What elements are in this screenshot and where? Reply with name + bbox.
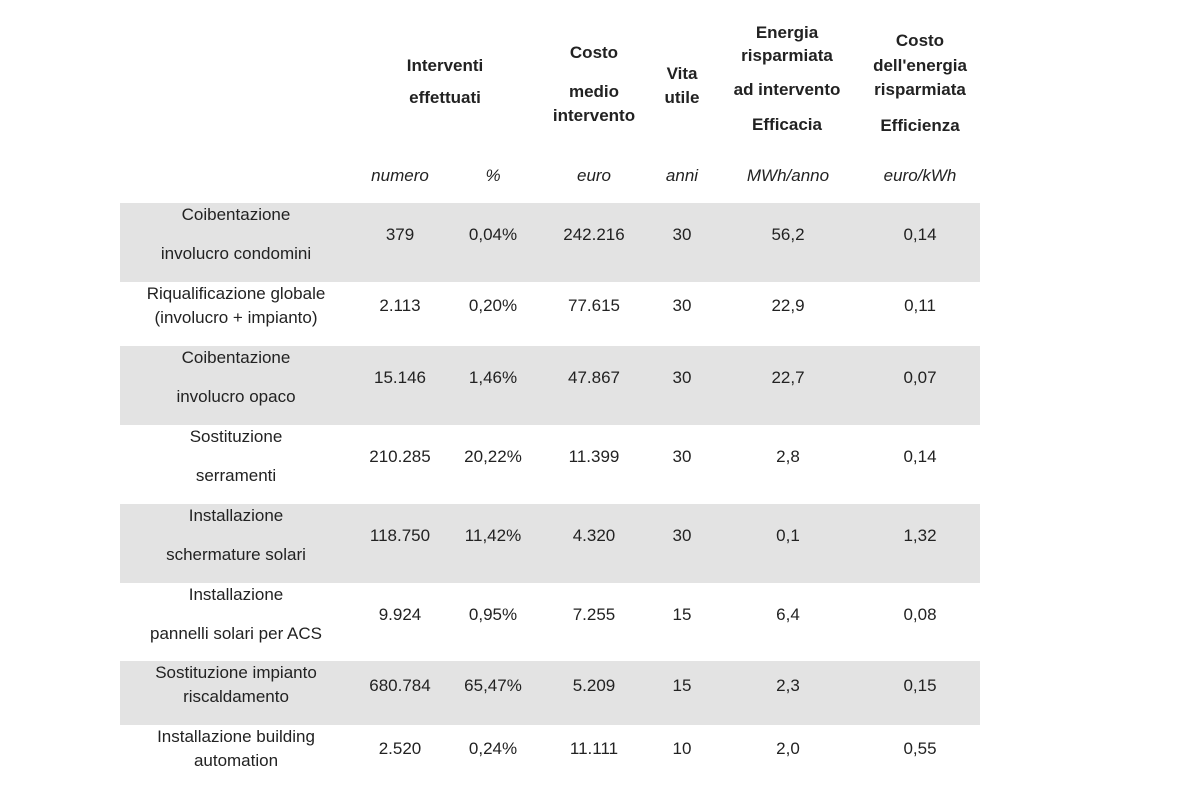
cell-numero: 680.784 — [369, 676, 431, 695]
cell-efficienza: 0,14 — [903, 225, 937, 244]
header-costo-energia: Costo dell'energia risparmiata Efficienz… — [855, 31, 985, 136]
cell-energia: 22,7 — [771, 368, 805, 387]
cell-percent: 65,47% — [464, 676, 522, 695]
cell-energia: 22,9 — [771, 296, 805, 315]
cell-energia: 0,1 — [776, 526, 800, 545]
header-energia: Energia risparmiata ad intervento Effica… — [712, 23, 862, 135]
cell-efficienza: 0,08 — [903, 605, 937, 624]
header-costo-line3: intervento — [552, 106, 636, 125]
cell-costo: 77.615 — [568, 296, 620, 315]
header-costo-line2: medio — [568, 82, 620, 101]
cell-vita: 30 — [672, 526, 692, 545]
header-energia-line2: risparmiata — [741, 46, 833, 65]
cell-efficienza: 0,11 — [904, 296, 936, 315]
unit-percent: % — [485, 166, 501, 185]
header-vita-line2: utile — [664, 88, 700, 107]
cell-costo: 7.255 — [572, 605, 616, 624]
cell-numero: 9.924 — [378, 605, 422, 624]
cell-numero: 2.113 — [379, 296, 421, 315]
cell-costo: 11.399 — [568, 447, 620, 466]
unit-numero: numero — [371, 166, 429, 185]
cell-energia: 56,2 — [771, 225, 805, 244]
table-row: Coibentazione involucro condomini 379 0,… — [120, 203, 980, 282]
unit-anni: anni — [665, 166, 699, 185]
row-label: Sostituzione serramenti — [189, 427, 283, 485]
cell-percent: 0,95% — [468, 605, 518, 624]
header-costo-line1: Costo — [569, 43, 619, 62]
cell-numero: 210.285 — [369, 447, 431, 466]
cell-efficienza: 0,14 — [903, 447, 937, 466]
row-label: Sostituzione impianto riscaldamento — [155, 663, 317, 706]
header-interventi-line1: Interventi — [406, 56, 484, 75]
header-efficienza: Efficienza — [880, 116, 960, 135]
cell-costo: 11.111 — [569, 739, 619, 758]
header-costo-medio: Costo medio intervento — [534, 43, 654, 126]
cell-percent: 0,04% — [468, 225, 518, 244]
cell-numero: 118.750 — [369, 526, 431, 545]
cell-energia: 2,8 — [776, 447, 800, 466]
cell-numero: 379 — [385, 225, 415, 244]
header-vita-line1: Vita — [666, 64, 698, 83]
cell-costo: 5.209 — [572, 676, 616, 695]
unit-euro: euro — [576, 166, 612, 185]
row-label: Coibentazione involucro opaco — [176, 348, 296, 406]
cell-vita: 30 — [672, 368, 692, 387]
row-band-5 — [120, 504, 980, 583]
row-label: Riqualificazione globale (involucro + im… — [146, 284, 326, 327]
cell-energia: 2,0 — [776, 739, 800, 758]
table-row: Installazione pannelli solari per ACS 9.… — [120, 583, 980, 661]
cell-efficienza: 0,07 — [903, 368, 937, 387]
cell-efficienza: 1,32 — [903, 526, 937, 545]
header-interventi-line2: effettuati — [409, 88, 481, 107]
cell-vita: 15 — [672, 605, 692, 624]
row-label: Installazione schermature solari — [166, 506, 306, 564]
cell-percent: 0,24% — [468, 739, 518, 758]
cell-energia: 6,4 — [776, 605, 800, 624]
cell-numero: 2.520 — [378, 739, 422, 758]
table-row: Sostituzione impianto riscaldamento 680.… — [120, 661, 980, 725]
cell-costo: 47.867 — [568, 368, 620, 387]
row-band-1 — [120, 203, 980, 282]
row-label: Installazione building automation — [157, 727, 315, 770]
cell-numero: 15.146 — [374, 368, 426, 387]
header-energia-line3: ad intervento — [733, 80, 841, 99]
unit-mwh: MWh/anno — [746, 166, 830, 185]
header-costo-energia-line2: dell'energia — [873, 56, 967, 75]
header-energia-line1: Energia — [755, 23, 819, 42]
table-row: Coibentazione involucro opaco 15.146 1,4… — [120, 346, 980, 425]
cell-efficienza: 0,15 — [903, 676, 937, 695]
unit-euro-kwh: euro/kWh — [883, 166, 957, 185]
cell-vita: 15 — [672, 676, 692, 695]
cell-vita: 30 — [672, 447, 692, 466]
cell-costo: 4.320 — [572, 526, 616, 545]
row-label: Coibentazione involucro condomini — [160, 205, 312, 263]
cell-vita: 30 — [672, 225, 692, 244]
header-efficacia: Efficacia — [752, 115, 822, 134]
row-band-3 — [120, 346, 980, 425]
table-row: Riqualificazione globale (involucro + im… — [120, 282, 980, 346]
cell-percent: 1,46% — [468, 368, 518, 387]
table-row: Installazione building automation 2.520 … — [120, 725, 980, 789]
cell-percent: 20,22% — [464, 447, 522, 466]
header-vita-utile: Vita utile — [650, 64, 714, 108]
cell-vita: 10 — [672, 739, 692, 758]
cell-vita: 30 — [672, 296, 692, 315]
cell-energia: 2,3 — [776, 676, 800, 695]
cell-percent: 11,42% — [464, 526, 522, 545]
header-interventi: Interventi effettuati — [365, 56, 525, 108]
table-row: Installazione schermature solari 118.750… — [120, 504, 980, 583]
cell-percent: 0,20% — [468, 296, 518, 315]
cell-costo: 242.216 — [563, 225, 625, 244]
row-band-7 — [120, 661, 980, 725]
header-costo-energia-line3: risparmiata — [874, 80, 966, 99]
row-label: Installazione pannelli solari per ACS — [150, 585, 322, 643]
cell-efficienza: 0,55 — [903, 739, 937, 758]
table-row: Sostituzione serramenti 210.285 20,22% 1… — [120, 425, 980, 504]
header-costo-energia-line1: Costo — [895, 31, 945, 50]
